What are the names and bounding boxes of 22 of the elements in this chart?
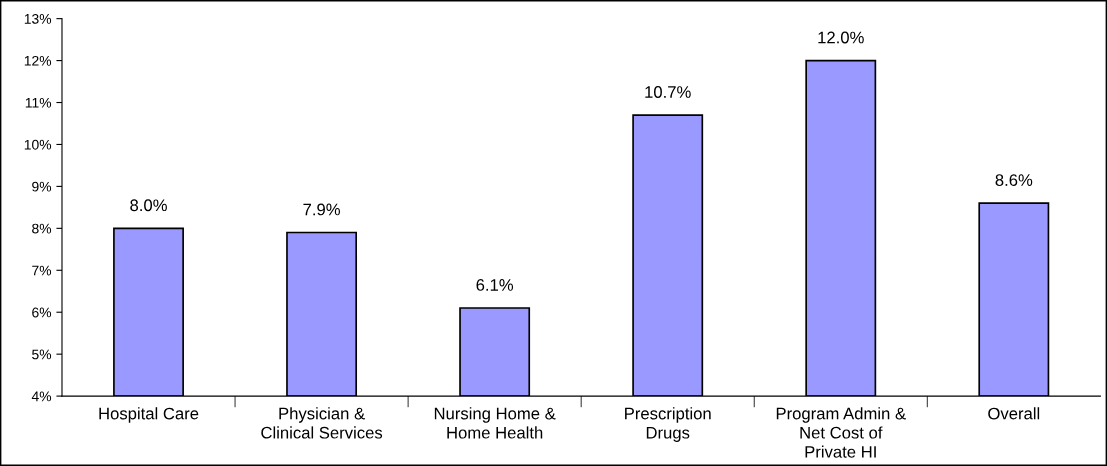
y-tick-label: 10% — [24, 139, 52, 150]
data-label: 6.1% — [476, 279, 514, 291]
data-label: 10.7% — [645, 86, 691, 98]
data-label: 8.6% — [995, 174, 1033, 186]
y-tick-label: 11% — [25, 97, 52, 108]
y-tick-label: 9% — [32, 181, 52, 192]
y-tick-label: 6% — [32, 307, 52, 318]
y-tick-label: 12% — [24, 55, 52, 66]
x-tick-label: Overall — [988, 407, 1040, 420]
y-tick-label: 4% — [31, 391, 52, 402]
x-tick-label: Prescription Drugs — [625, 407, 711, 442]
y-tick-label: 8% — [32, 223, 52, 234]
y-tick-label: 7% — [32, 265, 52, 276]
x-tick-label: Nursing Home & Home Health — [434, 407, 556, 439]
data-label: 8.0% — [130, 199, 167, 212]
data-label: 12.0% — [818, 31, 864, 44]
x-tick-label: Hospital Care — [99, 407, 199, 423]
x-tick-label: Physician & Clinical Services — [261, 407, 383, 439]
y-tick-label: 13% — [24, 13, 52, 24]
data-label: 7.9% — [303, 203, 340, 216]
y-tick-label: 5% — [32, 349, 52, 360]
x-tick-label: Program Admin & Net Cost of Private HI — [776, 407, 906, 458]
